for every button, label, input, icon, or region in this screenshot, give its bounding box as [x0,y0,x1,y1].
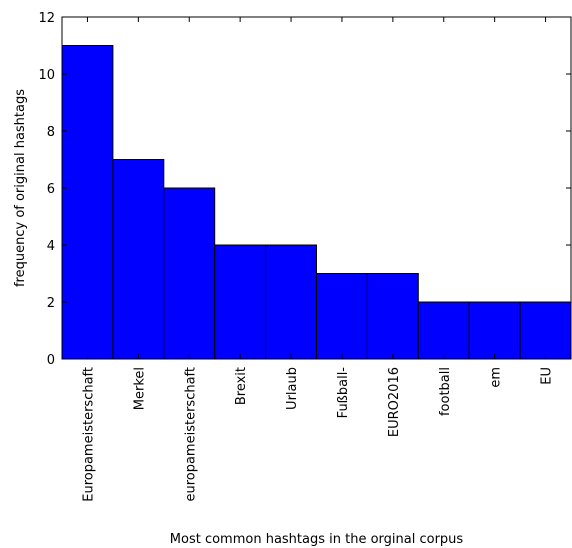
x-tick-label-4: Urlaub [285,367,300,410]
x-tick-label-9: EU [540,367,555,385]
x-tick-label-7: football [438,367,453,416]
y-tick-label-4: 8 [47,125,55,140]
x-tick-label-2: europameisterschaft [183,367,198,502]
bar-2 [163,187,216,360]
y-ticks-group: 0 2 4 6 8 10 12 [38,11,571,368]
bar-8 [468,301,521,360]
bar-0 [61,45,114,360]
x-tick-label-8: em [489,367,504,388]
y-tick-label-1: 2 [47,296,55,311]
y-tick-label-2: 4 [47,239,55,254]
y-tick-label-5: 10 [38,68,55,83]
bar-6 [366,273,419,360]
x-tick-label-1: Merkel [132,367,147,410]
x-axis-label: Most common hashtags in the orginal corp… [170,532,464,547]
y-axis-label: frequency of original hashtags [13,89,28,287]
bars-group [61,45,572,360]
y-tick-label-3: 6 [47,182,55,197]
x-tick-label-6: EURO2016 [387,367,402,437]
bar-3 [214,244,267,360]
bar-7 [417,301,470,360]
y-tick-label-6: 12 [38,11,55,26]
y-tick-label-0: 0 [47,353,55,368]
bar-4 [265,244,318,360]
x-tick-label-3: Brexit [234,367,249,405]
bar-9 [519,301,572,360]
x-tick-label-0: Europameisterschaft [81,367,96,502]
bar-5 [316,273,368,360]
x-tick-label-5: Fußball- [336,367,351,419]
x-ticks-group: Europameisterschaft Merkel europameistersc… [81,17,555,502]
bar-1 [112,159,165,360]
